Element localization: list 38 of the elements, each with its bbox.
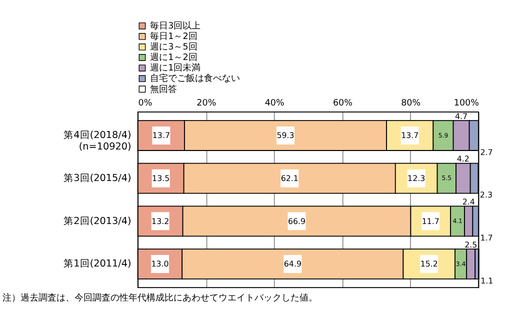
x-tick-label: 0% bbox=[138, 98, 152, 108]
data-label: 4.7 bbox=[455, 112, 468, 121]
data-label: 1.7 bbox=[480, 233, 493, 242]
data-label: 13.5 bbox=[152, 174, 170, 183]
data-label: 13.7 bbox=[401, 131, 419, 140]
y-tick-label: 第2回(2013/4) bbox=[64, 214, 132, 227]
legend-label: 自宅でご飯は食べない bbox=[150, 73, 240, 84]
y-tick-label: 第3回(2015/4) bbox=[64, 172, 132, 184]
data-label: 1.1 bbox=[480, 276, 494, 286]
data-label: 12.3 bbox=[408, 174, 426, 183]
data-label: 59.3 bbox=[276, 131, 294, 140]
data-label: 13.0 bbox=[151, 260, 169, 269]
data-label: 64.9 bbox=[284, 260, 302, 269]
data-label: 4.2 bbox=[456, 154, 470, 164]
legend-label: 週に1～2回 bbox=[150, 52, 198, 64]
data-label: 2.4 bbox=[462, 197, 475, 206]
data-label: 2.5 bbox=[464, 240, 478, 250]
x-tick-label: 20% bbox=[196, 98, 216, 108]
x-tick-label: 40% bbox=[264, 98, 284, 108]
legend-label: 週に1回未満 bbox=[150, 62, 201, 74]
data-label: 13.2 bbox=[152, 216, 170, 226]
data-label: 2.7 bbox=[480, 148, 493, 157]
data-label: 13.7 bbox=[152, 131, 170, 140]
data-label: 62.1 bbox=[280, 174, 298, 183]
y-tick-label: 第1回(2011/4) bbox=[64, 258, 132, 270]
legend-label: 週に3～5回 bbox=[150, 42, 198, 53]
legend-label: 毎日1～2回 bbox=[150, 31, 198, 42]
x-tick-label: 80% bbox=[401, 98, 421, 108]
x-tick-label: 100% bbox=[454, 98, 479, 108]
legend-label: 毎日3回以上 bbox=[150, 20, 201, 32]
data-label: 66.9 bbox=[288, 216, 306, 226]
text: 注）過去調査は、今回調査の性年代構成比にあわせてウエイトバックした値。 bbox=[2, 292, 318, 304]
legend-label: 無回答 bbox=[150, 84, 178, 95]
data-label: 2.3 bbox=[480, 190, 492, 200]
data-label: 15.2 bbox=[420, 260, 438, 269]
data-label: 11.7 bbox=[422, 216, 440, 226]
y-tick-label: 第4回(2018/4) (n=10920) bbox=[64, 129, 132, 153]
x-tick-label: 60% bbox=[332, 98, 352, 108]
